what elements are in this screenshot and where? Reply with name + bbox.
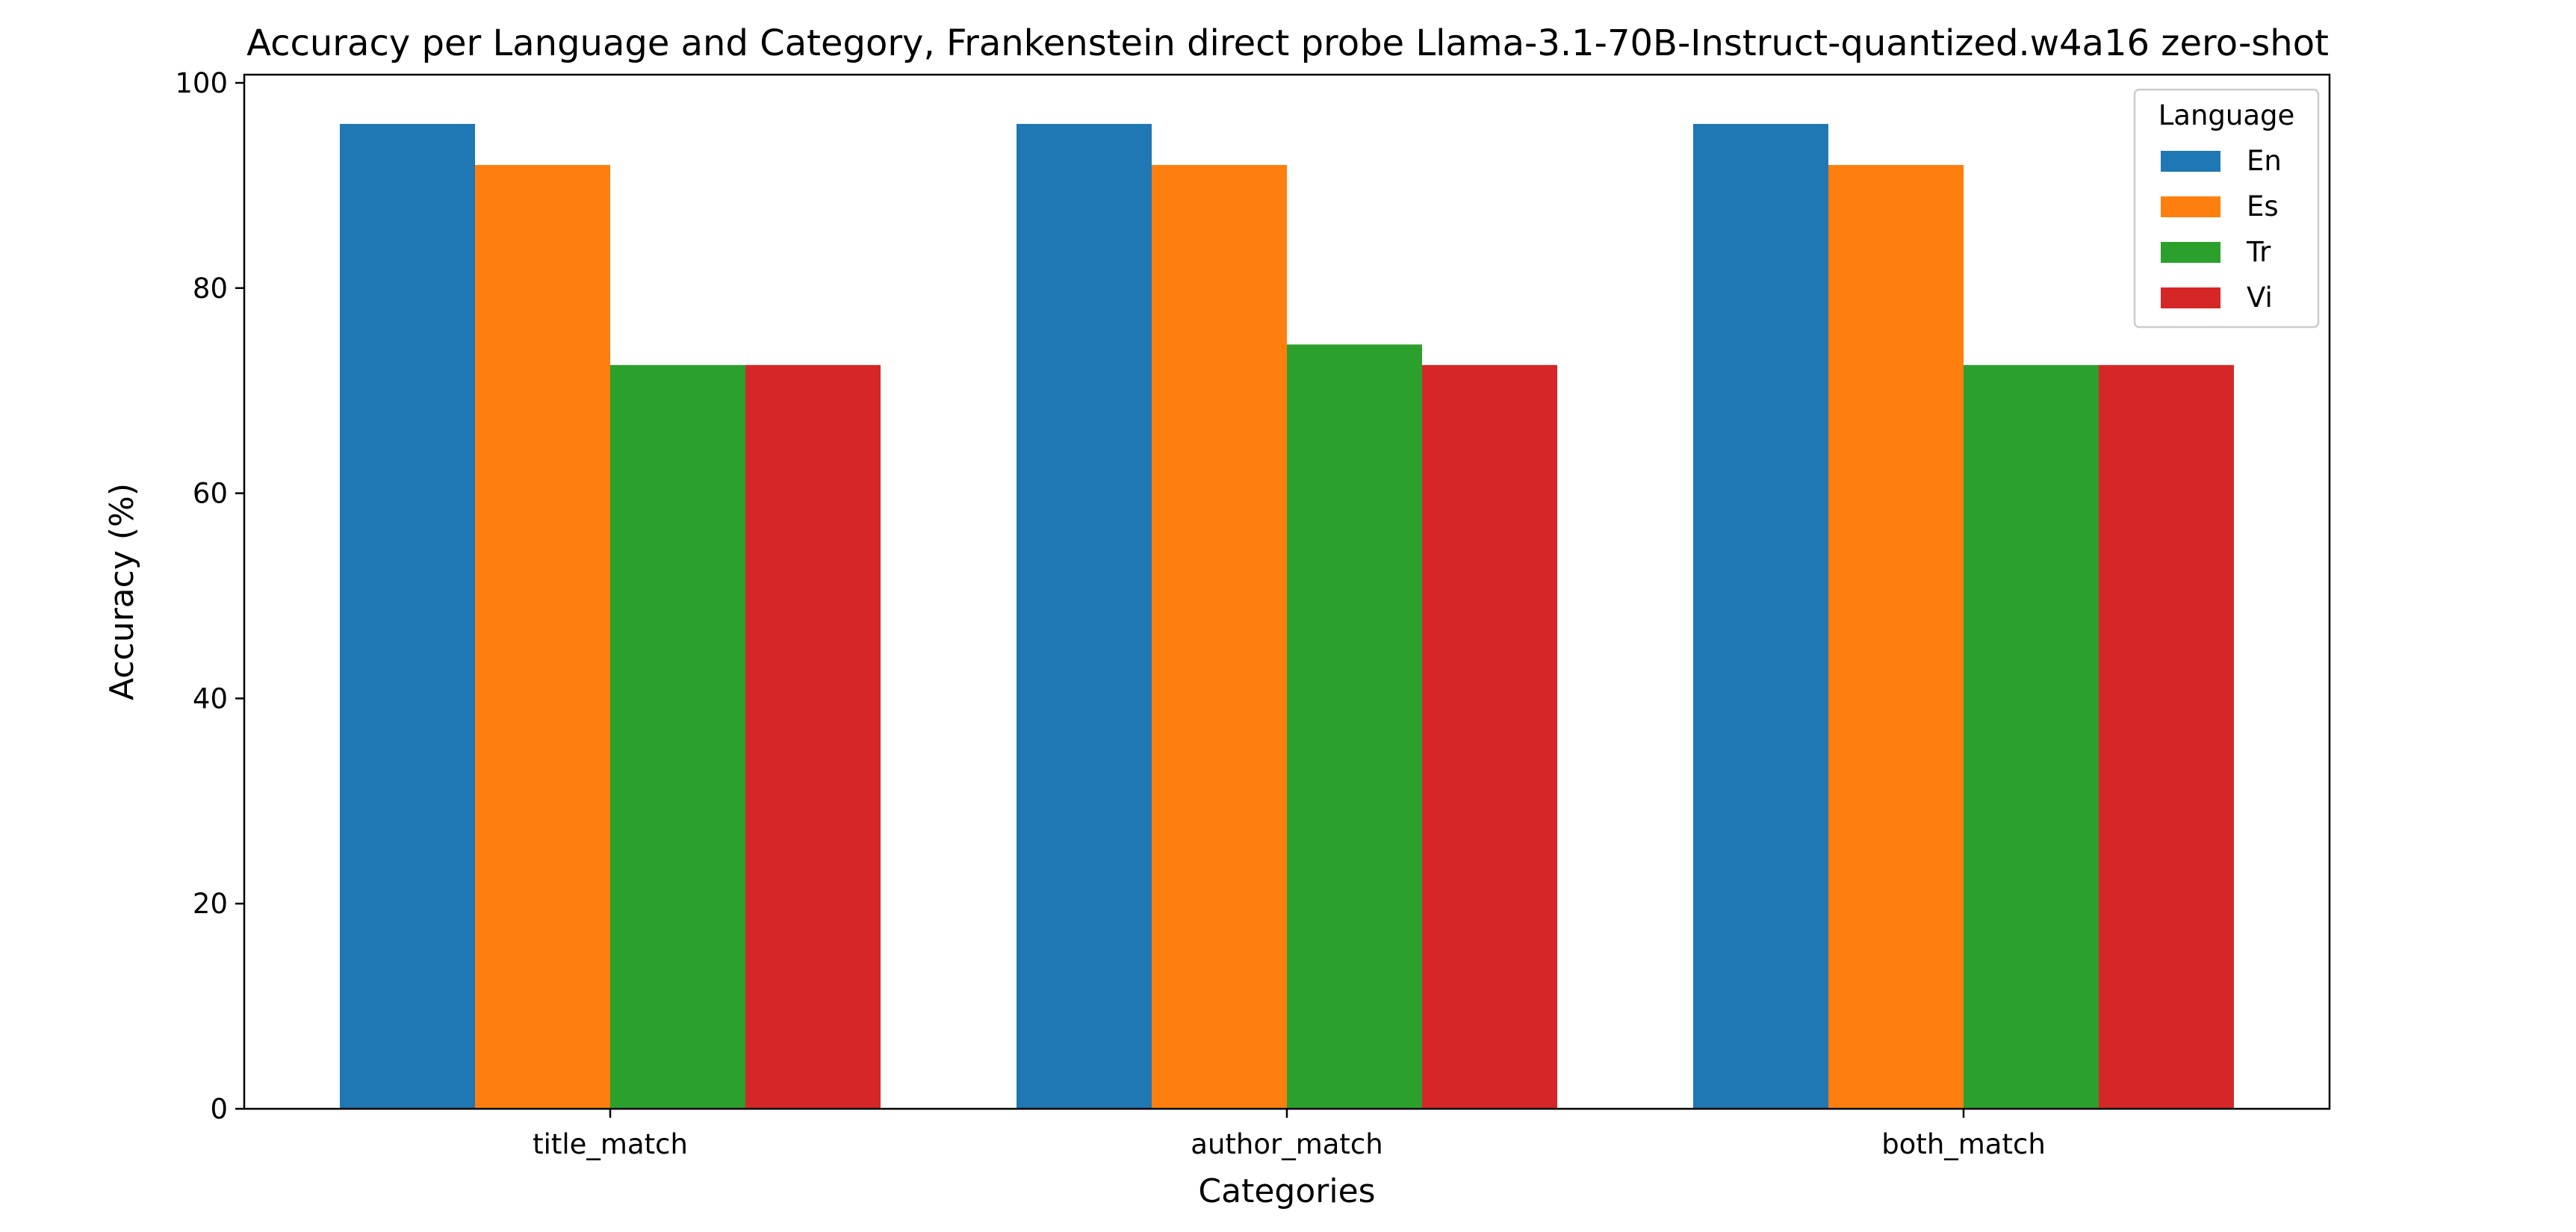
bar-tr-both_match: [1964, 364, 2099, 1109]
bar-vi-author_match: [1422, 364, 1557, 1109]
legend-title: Language: [2158, 99, 2295, 131]
legend-items: En Es Tr Vi: [2161, 145, 2282, 314]
bar-en-title_match: [340, 123, 475, 1109]
bar-vi-both_match: [2099, 364, 2234, 1109]
x-axis-ticks: title_match author_match both_match: [533, 1109, 2046, 1160]
legend-label-vi: Vi: [2247, 281, 2273, 314]
y-tick-label: 60: [193, 478, 228, 510]
legend-label-es: Es: [2247, 190, 2279, 223]
bar-vi-title_match: [745, 364, 881, 1109]
chart-title: Accuracy per Language and Category, Fran…: [246, 22, 2329, 64]
bar-en-author_match: [1017, 123, 1152, 1109]
x-axis-label: Categories: [1198, 1172, 1375, 1210]
bar-tr-author_match: [1287, 344, 1422, 1109]
legend-swatch-en: [2161, 151, 2220, 172]
y-tick-label: 100: [175, 67, 228, 99]
legend-swatch-es: [2161, 196, 2220, 217]
legend: Language En Es Tr Vi: [2133, 88, 2320, 329]
y-axis-label: Accuracy (%): [103, 483, 141, 700]
bars-group: [340, 123, 2234, 1109]
bar-es-both_match: [1828, 164, 1964, 1109]
legend-label-tr: Tr: [2246, 236, 2271, 268]
legend-swatch-vi: [2161, 287, 2220, 308]
bar-en-both_match: [1693, 123, 1828, 1109]
bar-es-author_match: [1152, 164, 1287, 1109]
x-tick-label-author_match: author_match: [1191, 1128, 1382, 1160]
y-tick-label: 40: [193, 682, 228, 715]
legend-label-en: En: [2247, 145, 2282, 177]
y-tick-label: 80: [193, 273, 228, 305]
y-tick-label: 0: [210, 1093, 228, 1125]
bar-es-title_match: [475, 164, 610, 1109]
x-tick-label-title_match: title_match: [533, 1128, 688, 1160]
bar-tr-title_match: [610, 364, 745, 1109]
y-axis-ticks: 0 20 40 60 80 100: [175, 67, 244, 1125]
x-tick-label-both_match: both_match: [1881, 1128, 2046, 1160]
y-tick-label: 20: [193, 888, 228, 920]
legend-swatch-tr: [2161, 242, 2220, 263]
plot-area-frame: [243, 73, 2331, 1110]
legend-box: [2133, 88, 2320, 329]
